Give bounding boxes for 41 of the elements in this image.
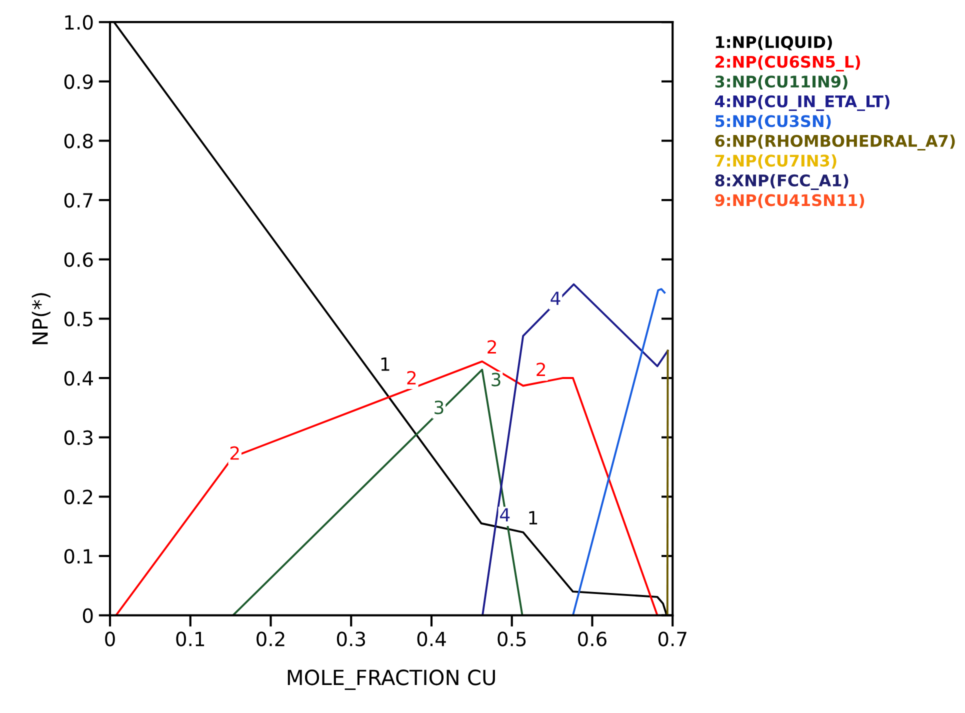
annotation: 4: [500, 508, 510, 522]
y-tick-label: 0.6: [64, 252, 93, 268]
y-tick-label: 0.2: [64, 490, 92, 504]
x-tick-label: 0.4: [417, 632, 446, 646]
annotation: 1: [381, 358, 390, 371]
text: 4:NP(CU_IN_ETA_LT): [714, 95, 890, 111]
line-series: [572, 288, 666, 616]
x-tick-label: 0.3: [336, 632, 366, 646]
x-tick-label: 0.2: [256, 632, 284, 646]
y-tick-label: 1.0: [65, 15, 93, 30]
y-tick-label: 0.9: [64, 74, 93, 90]
text: 1:NP(LIQUID): [716, 36, 832, 50]
annotation: 4: [550, 292, 560, 305]
annotation: 1: [529, 511, 538, 524]
x-tick-label: 0: [105, 632, 115, 646]
x-tick-label: 0.1: [176, 632, 204, 646]
legend-label: 7:NP(CU7IN3): [715, 154, 836, 169]
y-tick-label: 0.7: [64, 193, 92, 208]
x-tick-label: 0.6: [578, 632, 606, 646]
line-series: [482, 283, 669, 616]
text: 5:NP(CU3SN): [716, 114, 831, 130]
y-tick-label: 0.8: [64, 134, 93, 148]
y-tick-label: 0: [82, 608, 93, 623]
x-axis-title: MOLE_FRACTION CU: [288, 670, 495, 690]
text: 6:NP(RHOMBOHEDRAL_A7): [715, 134, 955, 150]
y-tick-label: 0.3: [64, 430, 92, 446]
y-tick-label: 0.4: [64, 370, 93, 386]
annotation: 3: [434, 400, 444, 414]
y-tick-label: 0.5: [64, 312, 92, 326]
y-axis-title: NP(*): [32, 293, 50, 344]
x-tick-label: 0.7: [658, 632, 686, 646]
text: 3:NP(CU11IN9): [715, 75, 848, 90]
legend-label: 8:XNP(FCC_A1): [715, 174, 848, 190]
x-tick-label: 0.5: [498, 632, 526, 646]
annotation: 2: [536, 362, 545, 376]
annotation: 2: [488, 340, 496, 354]
legend-label: 9:NP(CU41SN11): [715, 194, 864, 208]
annotation: 2: [407, 370, 416, 384]
text: 2:NP(CU6SN5_L): [716, 56, 860, 72]
y-tick-label: 0.1: [64, 548, 92, 564]
annotation: 3: [492, 372, 500, 386]
